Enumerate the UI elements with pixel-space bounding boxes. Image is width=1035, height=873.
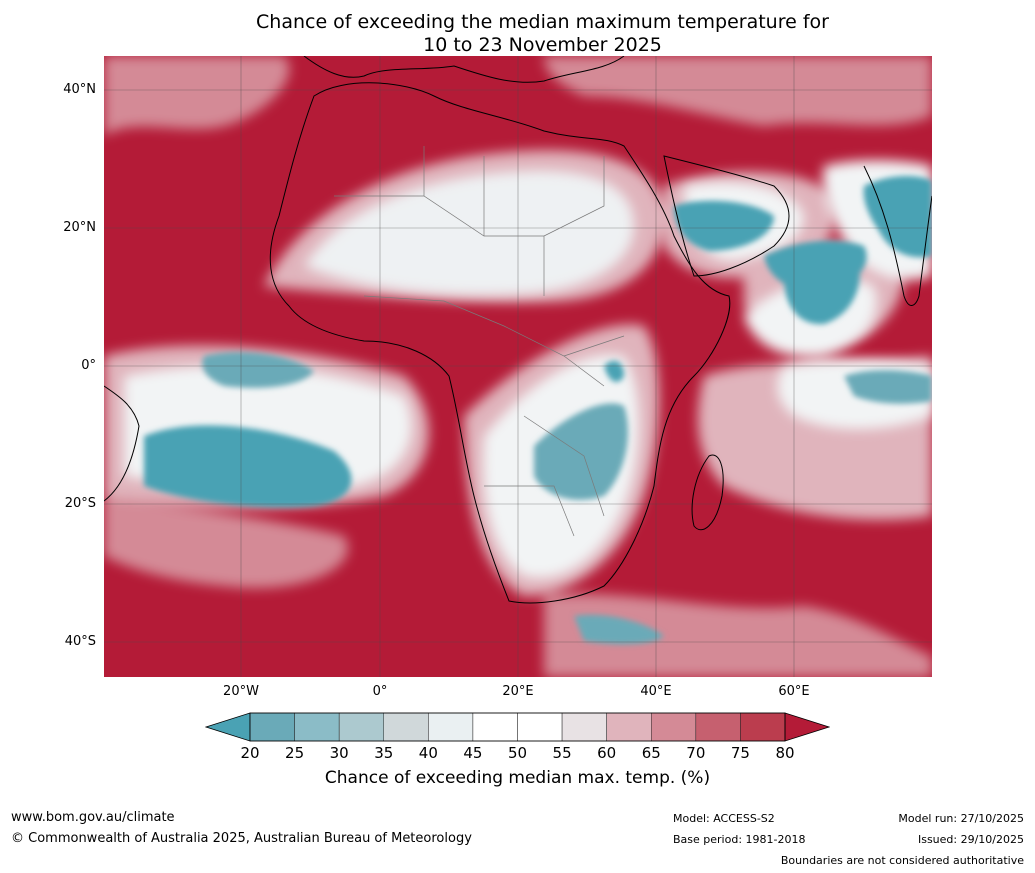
- south-america-coast: [104, 385, 140, 502]
- lat-label-40n: 40°N: [63, 82, 96, 97]
- coastlines: [104, 56, 932, 604]
- europe-coast: [303, 56, 625, 83]
- colorbar-segment: [249, 712, 295, 742]
- colorbar-tick-label: 70: [686, 744, 706, 762]
- colorbar-segment: [294, 712, 340, 742]
- colorbar-tick-label: 75: [730, 744, 750, 762]
- colorbar-tick-label: 65: [641, 744, 661, 762]
- colorbar-low-extension: [205, 712, 251, 742]
- website-link[interactable]: www.bom.gov.au/climate: [11, 810, 175, 825]
- lat-label-40s: 40°S: [64, 634, 96, 649]
- colorbar-segment: [338, 712, 385, 742]
- colorbar-tick-label: 55: [552, 744, 572, 762]
- copyright-notice: © Commonwealth of Australia 2025, Austra…: [11, 831, 472, 846]
- colorbar-segment: [561, 712, 607, 742]
- graticule: [104, 56, 932, 677]
- model-name: Model: ACCESS-S2: [673, 812, 775, 825]
- colorbar-segment: [383, 712, 429, 742]
- map-title-line-1: Chance of exceeding the median maximum t…: [256, 11, 829, 33]
- colorbar-segment: [606, 712, 652, 742]
- madagascar-coast: [691, 454, 724, 531]
- issued-date: Issued: 29/10/2025: [917, 833, 1024, 846]
- africa-coast: [269, 82, 731, 604]
- lon-label-20w: 20°W: [223, 684, 259, 699]
- colorbar-segment: [472, 712, 518, 742]
- colorbar: [205, 712, 830, 742]
- colorbar-tick-label: 45: [463, 744, 483, 762]
- arabia-coast: [663, 155, 790, 277]
- lon-label-0: 0°: [372, 684, 388, 699]
- probability-map: [104, 56, 932, 677]
- colorbar-tick-label: 50: [507, 744, 528, 762]
- map-svg: [104, 56, 932, 677]
- base-period: Base period: 1981-2018: [673, 833, 806, 846]
- map-title-line-2: 10 to 23 November 2025: [423, 34, 662, 56]
- colorbar-tick-label: 20: [240, 744, 260, 762]
- colorbar-segment: [428, 712, 474, 742]
- colorbar-label: Chance of exceeding median max. temp. (%…: [324, 768, 711, 788]
- colorbar-segment: [651, 712, 697, 742]
- colorbar-tick-label: 40: [418, 744, 438, 762]
- colorbar-tick-label: 80: [775, 744, 795, 762]
- colorbar-tick-label: 35: [374, 744, 394, 762]
- lat-label-0: 0°: [81, 358, 96, 373]
- boundaries-disclaimer: Boundaries are not considered authoritat…: [780, 854, 1024, 867]
- colorbar-tick-label: 60: [597, 744, 617, 762]
- lon-label-40e: 40°E: [640, 684, 672, 699]
- india-coast: [863, 165, 932, 306]
- lon-label-20e: 20°E: [502, 684, 534, 699]
- lat-label-20s: 20°S: [64, 496, 96, 511]
- lat-label-20n: 20°N: [63, 220, 96, 235]
- model-run-date: Model run: 27/10/2025: [898, 812, 1024, 825]
- colorbar-segment: [695, 712, 741, 742]
- below-median-regions: [144, 176, 932, 645]
- colorbar-segment: [517, 712, 563, 742]
- colorbar-high-extension: [784, 712, 830, 742]
- colorbar-tick-label: 30: [329, 744, 349, 762]
- lon-label-60e: 60°E: [778, 684, 810, 699]
- colorbar-tick-label: 25: [285, 744, 305, 762]
- colorbar-segment: [740, 712, 786, 742]
- colorbar-outline: [249, 712, 786, 742]
- country-borders: [334, 146, 625, 537]
